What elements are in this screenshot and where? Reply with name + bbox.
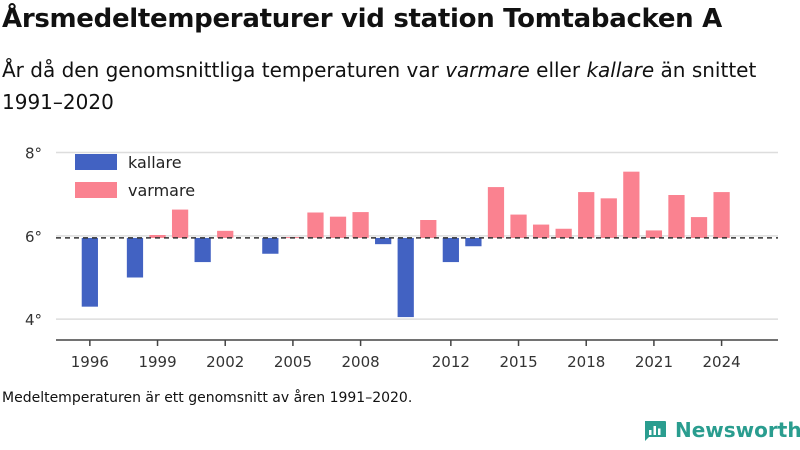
bar-2009: [375, 237, 392, 245]
bar-2004: [262, 237, 279, 254]
chart-subtitle: År då den genomsnittliga temperaturen va…: [2, 54, 782, 118]
bar-2012: [442, 237, 459, 263]
bar-1999: [149, 235, 166, 238]
bar-2006: [307, 212, 324, 238]
bar-2019: [600, 198, 617, 238]
legend-label-kallare: kallare: [128, 153, 182, 172]
chart-title: Årsmedeltemperaturer vid station Tomtaba…: [2, 4, 722, 34]
x-tick-label: 2018: [567, 353, 605, 371]
subtitle-text-3: än snittet 1991–2020: [2, 58, 757, 114]
bar-2023: [690, 217, 708, 238]
bar-2016: [532, 224, 550, 238]
bar-2011: [420, 220, 437, 238]
bar-2002: [217, 230, 234, 238]
newsworthy-logo-icon: [645, 421, 666, 441]
bar-2010: [397, 237, 414, 318]
legend-swatch-varmare: [75, 182, 117, 198]
bar-2015: [510, 214, 527, 238]
x-tick-label: 1999: [138, 353, 176, 371]
subtitle-cold: kallare: [586, 58, 655, 82]
bar-2021: [645, 230, 663, 238]
newsworthy-logo-text: Newsworthy: [675, 418, 800, 442]
x-tick-label: 2008: [342, 353, 380, 371]
legend-swatch-kallare: [75, 154, 117, 170]
x-tick-label: 2002: [206, 353, 244, 371]
bar-2013: [465, 237, 482, 247]
y-tick-label: 6°: [25, 228, 42, 246]
x-tick-label: 2021: [635, 353, 673, 371]
bar-2001: [194, 237, 211, 263]
bar-2020: [623, 171, 640, 238]
y-tick-label: 8°: [25, 145, 42, 163]
bar-2017: [555, 228, 572, 238]
newsworthy-logo: Newsworthy: [643, 418, 800, 442]
subtitle-text-2: eller: [529, 58, 587, 82]
x-tick-label: 1996: [71, 353, 109, 371]
legend-label-varmare: varmare: [128, 181, 195, 200]
bar-1996: [81, 237, 98, 307]
x-tick-label: 2012: [432, 353, 470, 371]
bar-2008: [352, 212, 369, 238]
y-tick-label: 4°: [25, 311, 42, 329]
bar-1998: [126, 237, 144, 278]
x-tick-label: 2015: [499, 353, 537, 371]
x-tick-label: 2024: [703, 353, 741, 371]
bar-2000: [171, 209, 189, 238]
bar-2024: [713, 192, 730, 238]
bar-2018: [578, 192, 595, 238]
bar-2022: [668, 195, 685, 238]
footnote: Medeltemperaturen är ett genomsnitt av å…: [2, 390, 413, 406]
x-tick-label: 2005: [274, 353, 312, 371]
bar-2014: [487, 187, 505, 238]
bar-chart: 4° 6° 8° 1996 1999 2002 2005 2008 2012 2015 2018 20…: [25, 145, 778, 371]
subtitle-warm: varmare: [445, 58, 530, 82]
subtitle-text-1: År då den genomsnittliga temperaturen va…: [2, 58, 446, 82]
bar-2007: [329, 216, 347, 238]
